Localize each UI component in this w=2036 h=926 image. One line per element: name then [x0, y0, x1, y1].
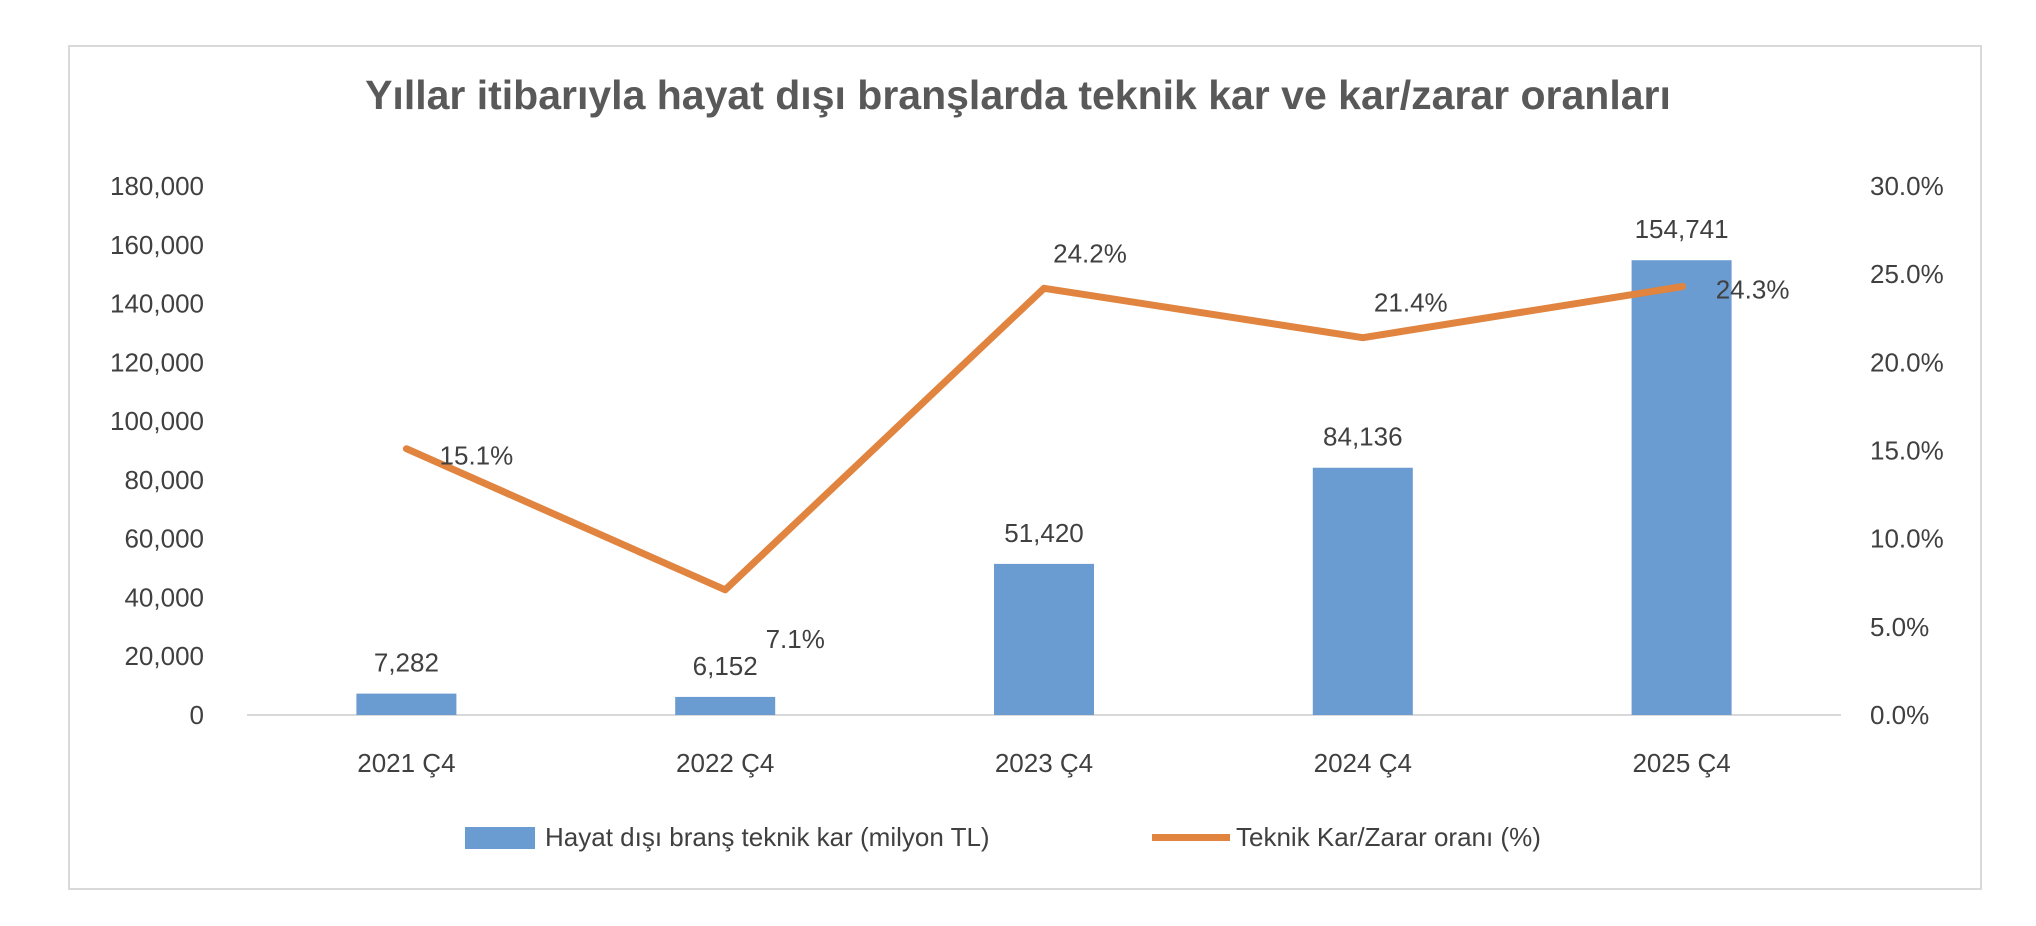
y-right-tick-label: 10.0%	[1870, 524, 1944, 554]
legend-label-bar: Hayat dışı branş teknik kar (milyon TL)	[545, 822, 990, 852]
y-right-tick-label: 20.0%	[1870, 347, 1944, 377]
x-tick-label: 2025 Ç4	[1632, 748, 1730, 778]
bar-data-label: 51,420	[1004, 518, 1084, 548]
y-left-tick-label: 100,000	[110, 406, 204, 436]
y-right-tick-label: 30.0%	[1870, 171, 1944, 201]
y-left-tick-label: 20,000	[124, 641, 204, 671]
chart-frame	[68, 45, 1982, 890]
bar	[675, 696, 776, 715]
bar	[356, 693, 457, 715]
bar-data-label: 6,152	[693, 651, 758, 681]
y-right-tick-label: 25.0%	[1870, 259, 1944, 289]
line-data-label: 15.1%	[440, 441, 514, 471]
x-tick-label: 2023 Ç4	[995, 748, 1093, 778]
y-left-tick-label: 160,000	[110, 230, 204, 260]
bar-data-label: 7,282	[374, 648, 439, 678]
line-data-label: 24.2%	[1053, 238, 1127, 268]
bar	[994, 563, 1094, 715]
legend-swatch-line	[1152, 834, 1230, 841]
legend: Hayat dışı branş teknik kar (milyon TL) …	[0, 822, 2036, 858]
y-right-tick-label: 15.0%	[1870, 436, 1944, 466]
y-left-tick-label: 80,000	[124, 465, 204, 495]
x-tick-label: 2021 Ç4	[357, 748, 455, 778]
bar	[1312, 467, 1413, 715]
bar	[1631, 260, 1732, 715]
y-left-tick-label: 0	[190, 700, 204, 730]
line-data-label: 21.4%	[1374, 288, 1448, 318]
y-left-tick-label: 180,000	[110, 171, 204, 201]
y-right-tick-label: 0.0%	[1870, 700, 1929, 730]
legend-item-line: Teknik Kar/Zarar oranı (%)	[1152, 822, 1541, 853]
x-tick-label: 2024 Ç4	[1314, 748, 1412, 778]
bar-data-label: 154,741	[1635, 214, 1729, 244]
legend-swatch-bar	[465, 826, 535, 849]
y-left-tick-label: 40,000	[124, 582, 204, 612]
bar-data-label: 84,136	[1323, 422, 1403, 452]
y-left-tick-label: 120,000	[110, 347, 204, 377]
legend-item-bar: Hayat dışı branş teknik kar (milyon TL)	[465, 822, 990, 853]
y-right-tick-label: 5.0%	[1870, 612, 1929, 642]
x-tick-label: 2022 Ç4	[676, 748, 774, 778]
chart-title: Yıllar itibarıyla hayat dışı branşlarda …	[365, 72, 1671, 118]
y-left-tick-label: 60,000	[124, 524, 204, 554]
y-left-tick-label: 140,000	[110, 289, 204, 319]
line-data-label: 7.1%	[766, 624, 825, 654]
line-data-label: 24.3%	[1716, 275, 1790, 305]
legend-label-line: Teknik Kar/Zarar oranı (%)	[1236, 822, 1541, 852]
